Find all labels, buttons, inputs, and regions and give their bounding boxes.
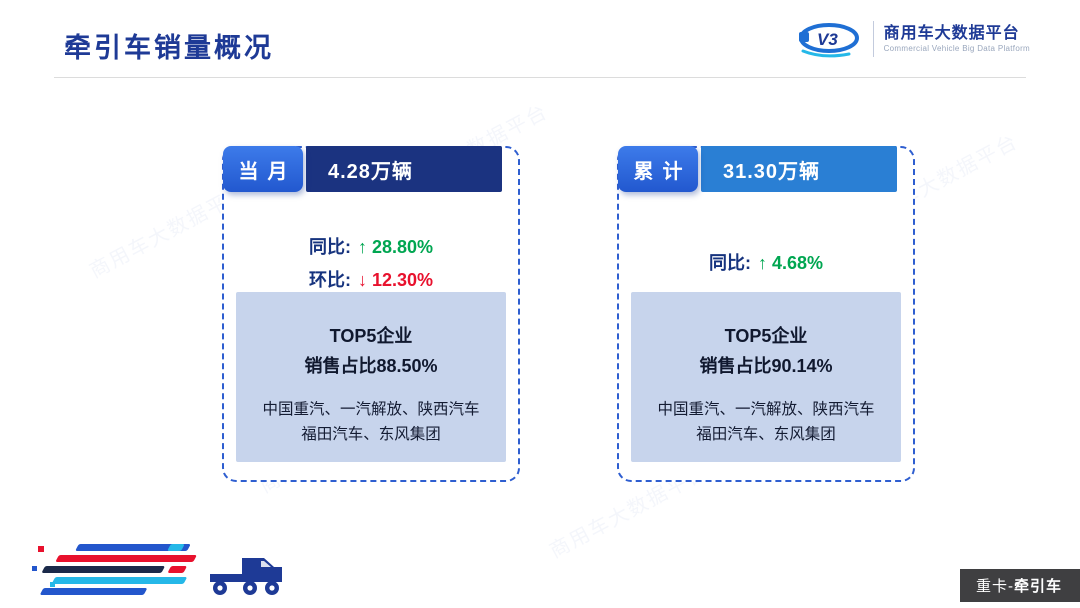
top5-companies-line: 福田汽车、东风集团 [696,426,836,444]
down-arrow-icon: ↓ [357,269,367,290]
current-month-value: 4.28万辆 [306,146,502,192]
up-arrow-icon: ↑ [357,236,367,257]
svg-text:V3: V3 [817,30,838,49]
metric-value: 12.30% [371,269,434,290]
footer-tag-name: 牵引车 [1013,578,1062,595]
up-arrow-icon: ↑ [757,253,767,273]
top5-companies-line: 中国重汽、一汽解放、陕西汽车 [657,400,875,418]
footer-category-tag: 重卡-牵引车 [959,569,1080,602]
metric-yoy: 同比: ↑ 4.68% [709,249,823,275]
cumulative-value: 31.30万辆 [701,146,897,192]
metric-label: 同比: [708,253,751,273]
metric-label: 同比: [308,236,351,257]
logo-name-cn: 商用车大数据平台 [883,25,1020,42]
top5-companies: 中国重汽、一汽解放、陕西汽车 福田汽车、东风集团 [657,397,874,448]
top5-title: TOP5企业 [329,326,413,346]
metrics-block: 同比: ↑ 28.80% 环比: ↓ 12.30% [224,208,518,316]
metrics-block: 同比: ↑ 4.68% [619,208,913,316]
top5-heading: TOP5企业 销售占比90.14% [699,322,832,381]
top5-companies-line: 福田汽车、东风集团 [301,426,441,444]
metric-value: 28.80% [371,236,434,257]
card-current-month: 当月 4.28万辆 同比: ↑ 28.80% 环比: ↓ 12.30% TOP5企业 销… [222,146,520,482]
metric-value: 4.68% [771,253,824,273]
card-head: 当月 4.28万辆 [223,146,502,192]
footer-tag-prefix: 重卡- [975,578,1014,595]
cumulative-badge: 累计 [618,146,698,192]
top5-companies: 中国重汽、一汽解放、陕西汽车 福田汽车、东风集团 [262,397,479,448]
logo-name-en: Commercial Vehicle Big Data Platform [883,44,1030,53]
brand-logo: V3 商用车大数据平台 Commercial Vehicle Big Data … [793,18,1030,60]
top5-title: TOP5企业 [724,326,808,346]
top5-companies-line: 中国重汽、一汽解放、陕西汽车 [262,400,480,418]
v3-logo-icon: V3 [793,18,863,60]
truck-graphic [24,538,314,604]
card-cumulative: 累计 31.30万辆 同比: ↑ 4.68% TOP5企业 销售占比90.14% 中… [617,146,915,482]
page-title: 牵引车销量概况 [64,33,274,63]
current-month-badge: 当月 [223,146,303,192]
truck-icon [210,558,282,595]
metric-label: 环比: [308,269,351,290]
top5-share: 销售占比88.50% [304,355,438,376]
card-head: 累计 31.30万辆 [618,146,897,192]
top5-panel: TOP5企业 销售占比88.50% 中国重汽、一汽解放、陕西汽车 福田汽车、东风… [236,292,506,462]
top5-panel: TOP5企业 销售占比90.14% 中国重汽、一汽解放、陕西汽车 福田汽车、东风… [631,292,901,462]
logo-text: 商用车大数据平台 Commercial Vehicle Big Data Pla… [884,24,1030,54]
top5-heading: TOP5企业 销售占比88.50% [304,322,437,381]
metric-yoy: 同比: ↑ 28.80% [309,233,433,259]
metric-mom: 环比: ↓ 12.30% [309,266,433,292]
header-divider [54,77,1026,78]
top5-share: 销售占比90.14% [699,355,833,376]
stat-cards: 当月 4.28万辆 同比: ↑ 28.80% 环比: ↓ 12.30% TOP5企业 销… [222,146,915,482]
logo-divider [872,21,874,57]
